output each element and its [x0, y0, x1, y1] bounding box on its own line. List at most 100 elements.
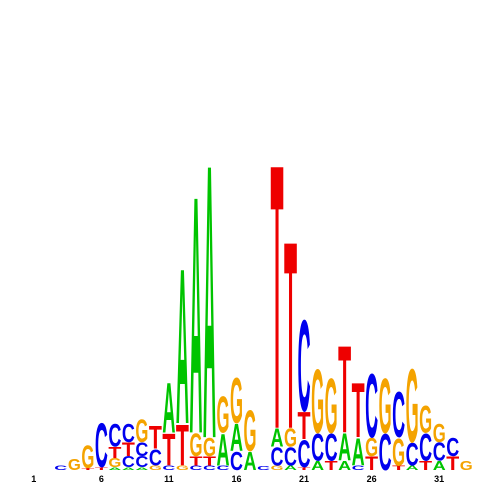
letter-glyph: C: [135, 453, 148, 471]
letter: C: [311, 426, 324, 470]
letter: G: [189, 426, 202, 463]
letter-glyph: C: [257, 465, 271, 471]
letter: C: [446, 433, 459, 462]
letter-glyph: A: [108, 466, 122, 470]
letter-glyph: T: [149, 419, 162, 456]
letter: G: [433, 419, 446, 448]
letter-glyph: G: [81, 438, 94, 475]
letter: C: [365, 354, 378, 457]
letter-glyph: G: [325, 363, 338, 450]
letter: C: [298, 293, 311, 439]
letter: G: [392, 431, 405, 475]
letter-glyph: C: [311, 426, 324, 470]
letter: T: [162, 426, 175, 476]
letter-glyph: G: [379, 363, 392, 450]
letter-glyph: A: [406, 464, 419, 471]
letter-glyph: C: [122, 453, 135, 471]
letter-glyph: A: [122, 466, 136, 470]
letter: C: [257, 465, 271, 471]
letter-glyph: T: [392, 464, 406, 471]
letter: C: [203, 464, 216, 471]
letter-glyph: T: [325, 459, 339, 473]
letter-glyph: C: [446, 433, 459, 462]
letter-glyph: C: [203, 464, 216, 471]
letter: T: [446, 452, 460, 474]
letter: G: [230, 366, 243, 438]
letter: T: [95, 466, 108, 470]
letter-glyph: A: [271, 423, 284, 452]
letter-glyph: T: [365, 452, 379, 474]
letter: A: [230, 417, 243, 461]
letter-glyph: A: [338, 426, 351, 470]
letter: G: [379, 363, 392, 450]
letter-glyph: A: [176, 223, 189, 471]
letter-glyph: C: [379, 425, 392, 482]
letter: G: [325, 363, 338, 450]
letter-glyph: G: [244, 400, 257, 465]
letter: C: [162, 464, 175, 471]
letter: C: [433, 437, 446, 466]
letter-glyph: T: [122, 438, 136, 460]
letter: C: [149, 445, 162, 471]
x-tick-label: 31: [434, 474, 444, 484]
letter: C: [95, 410, 108, 481]
letter: G: [365, 433, 378, 462]
letter: A: [271, 423, 284, 452]
letter-glyph: A: [189, 125, 202, 500]
letter: T: [298, 404, 311, 448]
x-tick-label: 6: [99, 474, 104, 484]
letter-glyph: C: [95, 410, 108, 481]
letter-glyph: G: [433, 419, 446, 448]
letter: G: [149, 464, 162, 471]
letter-glyph: A: [284, 464, 297, 471]
letter: A: [284, 464, 297, 471]
letter-glyph: G: [460, 459, 473, 473]
letter-glyph: A: [135, 466, 149, 470]
letter-glyph: G: [216, 387, 229, 444]
letter-glyph: A: [244, 447, 257, 476]
letter-glyph: G: [392, 431, 405, 475]
letter-glyph: G: [230, 366, 243, 438]
letter: G: [419, 398, 432, 442]
letter-glyph: G: [108, 456, 121, 470]
letter: C: [135, 453, 148, 471]
letter: T: [176, 414, 189, 479]
letter-glyph: T: [203, 455, 217, 469]
letter: A: [216, 426, 229, 476]
letter-glyph: G: [311, 349, 324, 452]
letter: G: [203, 433, 216, 462]
letter: C: [54, 464, 67, 471]
letter: G: [81, 438, 94, 475]
letter-glyph: T: [284, 186, 297, 485]
letter-glyph: A: [352, 431, 365, 475]
letter-glyph: G: [284, 423, 297, 452]
letter: C: [325, 426, 338, 470]
letter-glyph: C: [406, 436, 419, 473]
letter: A: [176, 223, 189, 471]
letter: C: [135, 438, 148, 460]
letter: T: [149, 419, 162, 456]
letter-glyph: A: [338, 459, 351, 473]
letter-glyph: T: [189, 455, 203, 469]
letter-glyph: T: [419, 459, 433, 473]
letter-glyph: C: [365, 354, 378, 457]
letter-glyph: T: [298, 404, 311, 448]
letter-glyph: C: [419, 426, 432, 470]
letter-glyph: G: [149, 464, 162, 471]
letter: T: [392, 464, 406, 471]
letter: C: [419, 426, 432, 470]
letter-glyph: A: [230, 417, 243, 461]
letter: G: [176, 464, 189, 471]
letter: T: [122, 438, 136, 460]
letter-glyph: C: [54, 464, 67, 471]
letter: A: [433, 459, 446, 473]
letter: T: [203, 455, 217, 469]
letter-glyph: G: [68, 456, 81, 474]
letter-glyph: G: [135, 412, 148, 449]
letter-glyph: C: [325, 426, 338, 470]
letter-glyph: T: [176, 414, 189, 479]
x-tick-label: 21: [299, 474, 309, 484]
letter: A: [135, 466, 149, 470]
